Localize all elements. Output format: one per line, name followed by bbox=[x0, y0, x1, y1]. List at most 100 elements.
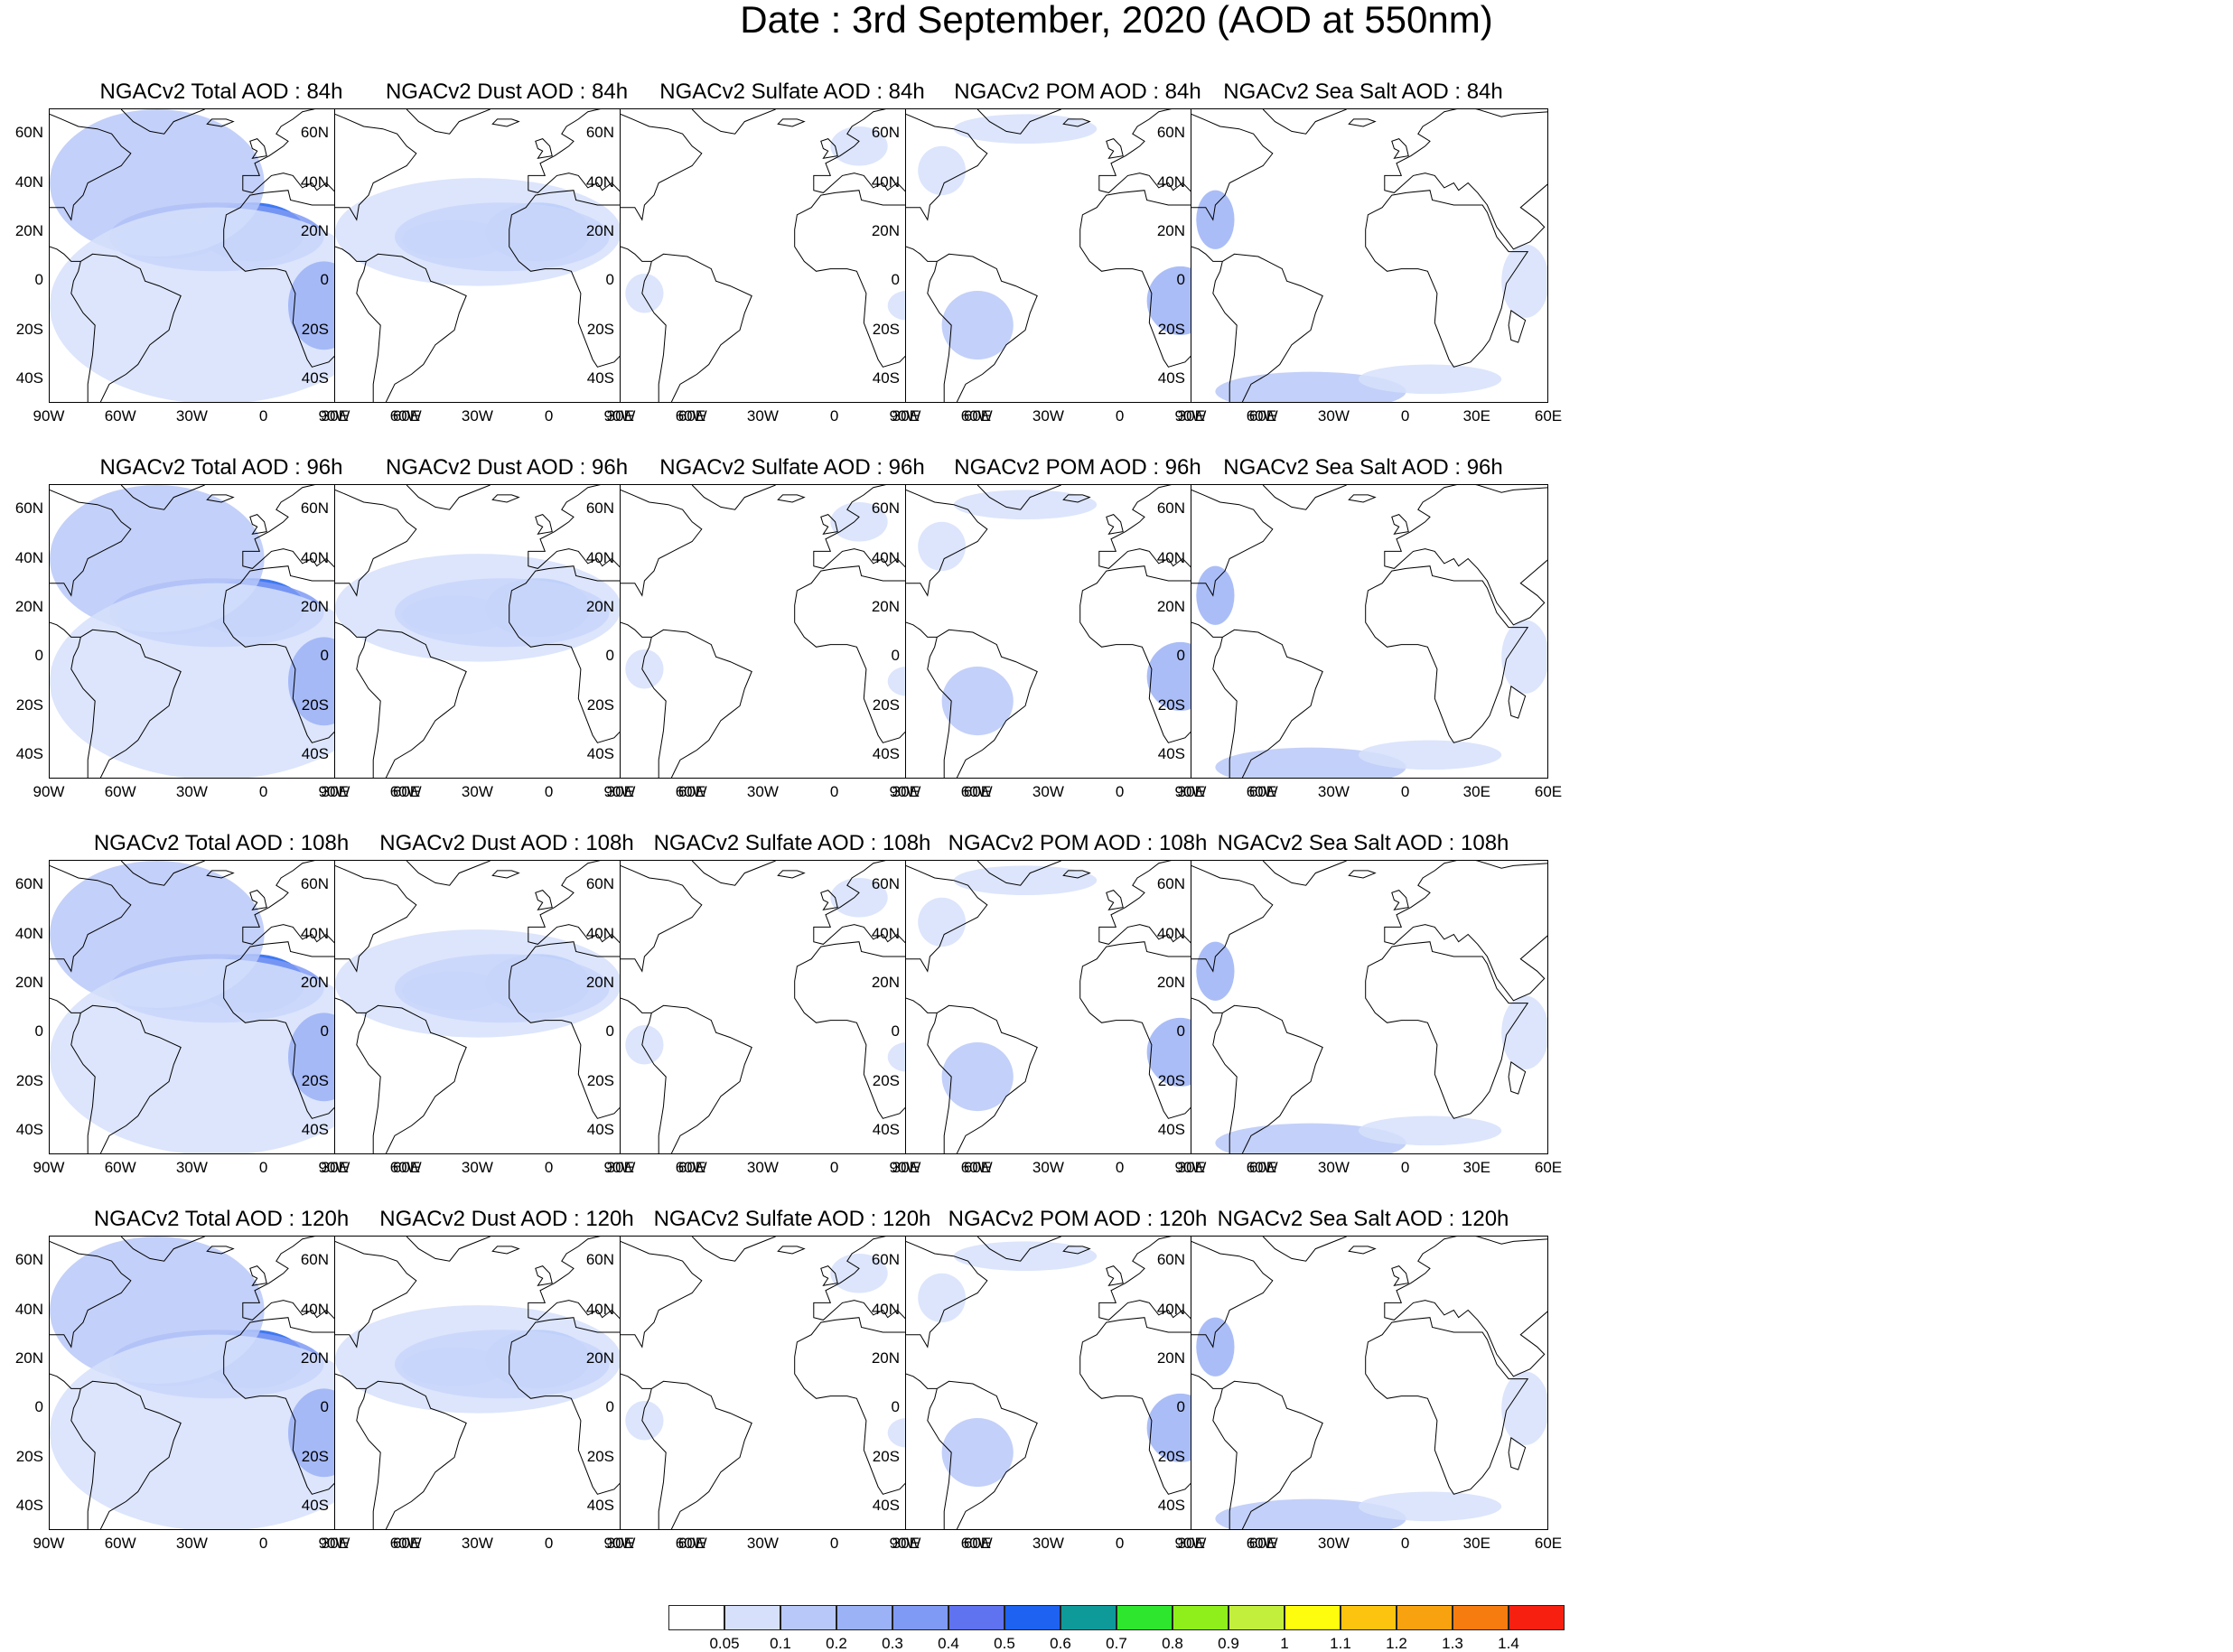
lat-tick-label: 60N bbox=[585, 1251, 614, 1269]
coastline bbox=[906, 1373, 938, 1389]
coastline bbox=[641, 1004, 752, 1153]
lon-tick-label: 0 bbox=[544, 407, 554, 425]
map-svg bbox=[50, 861, 406, 1153]
lon-tick-label: 30W bbox=[175, 407, 208, 425]
coastline bbox=[906, 621, 938, 638]
coastline bbox=[335, 1240, 417, 1349]
lat-tick-label: 0 bbox=[891, 647, 900, 665]
lon-tick-label: 60E bbox=[677, 407, 706, 425]
coastline bbox=[1365, 1317, 1529, 1495]
colorbar-label: 0.6 bbox=[1050, 1635, 1071, 1652]
lon-tick-label: 60E bbox=[1248, 1159, 1277, 1176]
map-panel-seasalt-1: NGACv2 Sea Salt AOD : 96h 60N 40N 20N 0 20S 40… bbox=[1142, 455, 1584, 830]
coastline bbox=[50, 1373, 81, 1389]
aod-plume bbox=[953, 865, 1098, 896]
map-svg bbox=[335, 861, 691, 1153]
lon-tick-label: 60W bbox=[1246, 407, 1278, 425]
colorbar-swatch bbox=[948, 1605, 1004, 1630]
lon-tick-label: 90W bbox=[33, 407, 65, 425]
lon-tick-label: 0 bbox=[1400, 407, 1410, 425]
lat-tick-label: 20S bbox=[301, 695, 329, 714]
lon-tick-label: 30W bbox=[746, 783, 779, 800]
coastline bbox=[927, 629, 1038, 778]
coastline bbox=[70, 629, 182, 778]
aod-plume bbox=[1358, 364, 1502, 395]
lat-tick-label: 40S bbox=[872, 1120, 900, 1138]
coastline bbox=[50, 997, 81, 1013]
lon-tick-label: 90W bbox=[603, 407, 636, 425]
panel-title: NGACv2 Dust AOD : 120h bbox=[379, 1207, 634, 1231]
coastline bbox=[1365, 565, 1529, 743]
lon-tick-label: 30E bbox=[1462, 407, 1490, 425]
colorbar-swatch bbox=[1453, 1605, 1509, 1630]
map-svg bbox=[335, 485, 691, 778]
colorbar-label: 0.8 bbox=[1162, 1635, 1183, 1652]
colorbar-swatch bbox=[1341, 1605, 1397, 1630]
lat-tick-label: 20N bbox=[300, 597, 329, 615]
lat-tick-label: 0 bbox=[320, 647, 329, 665]
lat-tick-label: 60N bbox=[585, 875, 614, 893]
coastline bbox=[813, 485, 976, 626]
coastline bbox=[70, 253, 182, 402]
lat-tick-label: 20S bbox=[586, 1071, 614, 1089]
coastline bbox=[1191, 113, 1274, 221]
lon-tick-label: 30W bbox=[175, 1535, 208, 1552]
map-panel-seasalt-3: NGACv2 Sea Salt AOD : 120h 60N 40N 20N 0 20S 4… bbox=[1142, 1207, 1584, 1582]
lat-tick-label: 40N bbox=[300, 173, 329, 191]
colorbar-swatch bbox=[1173, 1605, 1229, 1630]
lon-tick-label: 30E bbox=[1462, 1159, 1490, 1176]
lat-tick-label: 20S bbox=[15, 1447, 43, 1465]
lat-tick-label: 20S bbox=[586, 1447, 614, 1465]
coastline bbox=[206, 118, 235, 127]
lat-tick-label: 40N bbox=[871, 924, 900, 942]
coastline bbox=[335, 246, 367, 262]
lon-tick-label: 60E bbox=[392, 783, 421, 800]
map-svg bbox=[1191, 485, 1547, 778]
lon-tick-label: 30W bbox=[461, 783, 493, 800]
lon-tick-label: 30E bbox=[606, 1159, 634, 1176]
lon-tick-label: 30E bbox=[892, 1159, 920, 1176]
lon-tick-label: 60E bbox=[1534, 1159, 1563, 1176]
lat-tick-label: 40S bbox=[15, 369, 43, 387]
coastline bbox=[335, 113, 417, 221]
coastline bbox=[820, 514, 838, 535]
lat-tick-label: 40N bbox=[871, 548, 900, 566]
lat-tick-label: 60N bbox=[1156, 499, 1185, 518]
coastline bbox=[621, 113, 703, 221]
lon-tick-label: 90W bbox=[1174, 783, 1207, 800]
coastline bbox=[206, 870, 235, 879]
coastline bbox=[249, 514, 267, 535]
lon-tick-label: 30W bbox=[746, 1159, 779, 1176]
coastline bbox=[1062, 1246, 1091, 1255]
coastline bbox=[50, 246, 81, 262]
lon-tick-label: 60E bbox=[677, 1159, 706, 1176]
aod-plume bbox=[50, 583, 384, 778]
coastline bbox=[1191, 997, 1223, 1013]
lat-tick-label: 60N bbox=[1156, 875, 1185, 893]
aod-plume bbox=[50, 1334, 384, 1529]
coastline bbox=[976, 485, 1061, 510]
map-svg bbox=[906, 485, 1262, 778]
lat-tick-label: 60N bbox=[1156, 1251, 1185, 1269]
coastline bbox=[820, 138, 838, 159]
lon-tick-label: 0 bbox=[544, 1159, 554, 1176]
lat-tick-label: 0 bbox=[1176, 647, 1185, 665]
aod-plume bbox=[1358, 740, 1502, 770]
colorbar-label: 0.1 bbox=[770, 1635, 791, 1652]
panel-title: NGACv2 POM AOD : 96h bbox=[954, 455, 1201, 480]
lat-tick-label: 20N bbox=[300, 1349, 329, 1367]
lat-tick-label: 20N bbox=[14, 221, 43, 239]
lon-tick-label: 30E bbox=[892, 1535, 920, 1552]
coastline bbox=[1212, 253, 1323, 402]
lat-tick-label: 60N bbox=[14, 875, 43, 893]
lon-tick-label: 60E bbox=[1248, 407, 1277, 425]
lat-tick-label: 40S bbox=[586, 1496, 614, 1514]
map-panel-seasalt-0: NGACv2 Sea Salt AOD : 84h 60N 40N 20N 0 20S 40… bbox=[1142, 79, 1584, 454]
coastline bbox=[356, 253, 467, 402]
map-svg bbox=[50, 1237, 406, 1529]
coastline bbox=[621, 864, 703, 973]
lon-tick-label: 90W bbox=[33, 1159, 65, 1176]
lon-tick-label: 60W bbox=[1246, 1535, 1278, 1552]
coastline bbox=[1191, 489, 1274, 597]
lon-tick-label: 60W bbox=[1246, 1159, 1278, 1176]
